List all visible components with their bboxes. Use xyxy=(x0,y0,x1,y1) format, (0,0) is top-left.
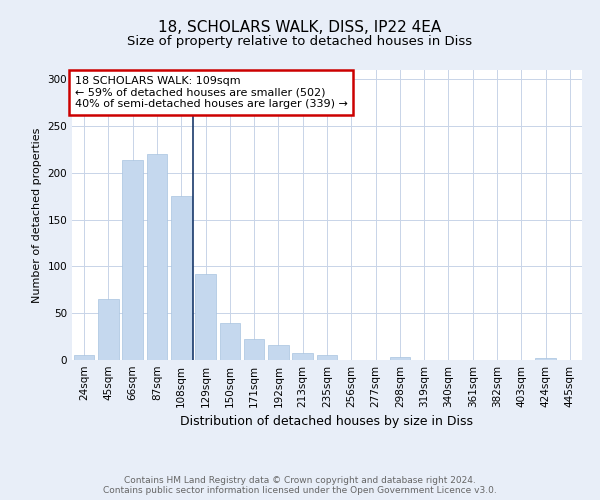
Bar xyxy=(292,352,313,360)
Y-axis label: Number of detached properties: Number of detached properties xyxy=(32,128,42,302)
Bar xyxy=(195,274,216,360)
Bar xyxy=(268,345,289,360)
Bar xyxy=(146,154,167,360)
Bar xyxy=(98,299,119,360)
Bar xyxy=(220,322,240,360)
Text: 18 SCHOLARS WALK: 109sqm
← 59% of detached houses are smaller (502)
40% of semi-: 18 SCHOLARS WALK: 109sqm ← 59% of detach… xyxy=(74,76,347,109)
Text: 18, SCHOLARS WALK, DISS, IP22 4EA: 18, SCHOLARS WALK, DISS, IP22 4EA xyxy=(158,20,442,35)
Bar xyxy=(122,160,143,360)
Text: Contains HM Land Registry data © Crown copyright and database right 2024.
Contai: Contains HM Land Registry data © Crown c… xyxy=(103,476,497,495)
Bar xyxy=(244,340,265,360)
Bar xyxy=(535,358,556,360)
X-axis label: Distribution of detached houses by size in Diss: Distribution of detached houses by size … xyxy=(181,416,473,428)
Bar xyxy=(317,356,337,360)
Bar xyxy=(74,356,94,360)
Text: Size of property relative to detached houses in Diss: Size of property relative to detached ho… xyxy=(127,34,473,48)
Bar xyxy=(389,357,410,360)
Bar xyxy=(171,196,191,360)
